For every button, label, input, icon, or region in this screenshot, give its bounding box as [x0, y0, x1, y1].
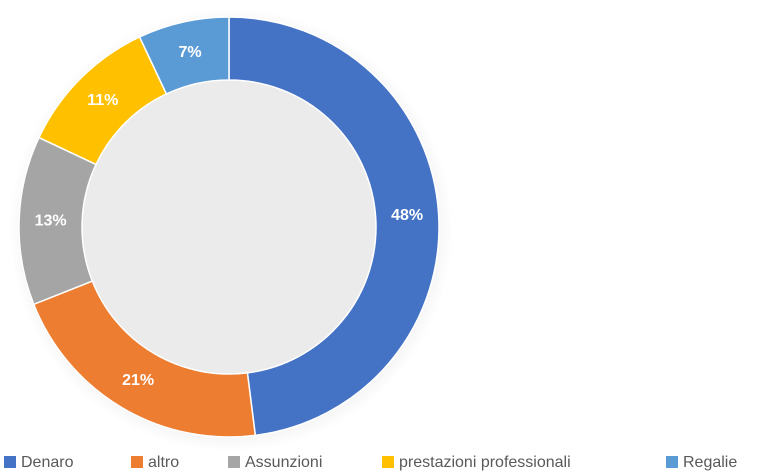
data-label: 11%: [87, 92, 118, 109]
legend-label: Regalie: [683, 454, 737, 471]
data-label: 48%: [391, 207, 423, 224]
legend-swatch: [4, 456, 16, 468]
slice: [138, 16, 230, 95]
legend-label: altro: [148, 454, 179, 471]
data-label: 7%: [178, 44, 201, 61]
legend-label: prestazioni professionali: [399, 454, 571, 471]
data-label: 21%: [122, 372, 154, 389]
slice: [228, 16, 440, 437]
legend-swatch: [131, 456, 143, 468]
legend-swatch: [382, 456, 394, 468]
legend-swatch: [666, 456, 678, 468]
data-label: 13%: [35, 213, 67, 230]
legend-label: Assunzioni: [245, 454, 322, 471]
legend-swatch: [228, 456, 240, 468]
legend-label: Denaro: [21, 454, 74, 471]
